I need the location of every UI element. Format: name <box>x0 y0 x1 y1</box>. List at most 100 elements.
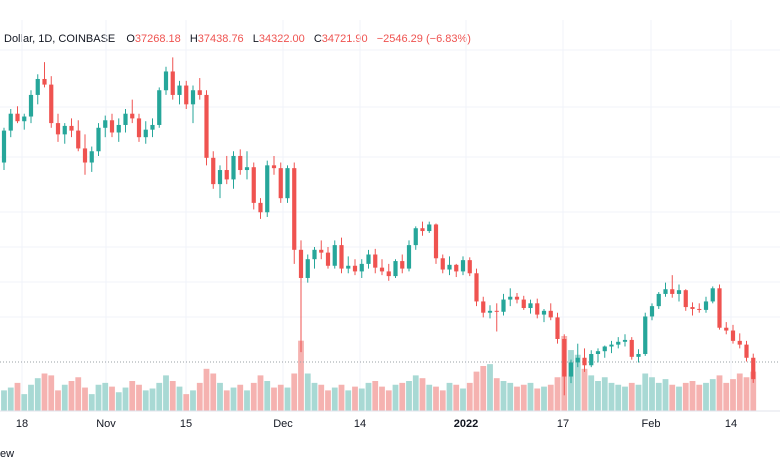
volume-bar <box>88 394 95 411</box>
candle-body <box>116 124 121 133</box>
candle-body <box>589 354 594 366</box>
candle-body <box>346 265 351 269</box>
volume-bar <box>534 388 541 411</box>
candle-body <box>150 124 155 130</box>
volume-bar <box>284 387 291 411</box>
candle-body <box>109 120 115 133</box>
candle-body <box>319 249 324 253</box>
candle-body <box>710 288 715 302</box>
candle-body <box>231 155 236 180</box>
volume-bar <box>318 384 325 411</box>
volume-bar <box>716 375 723 411</box>
candle-body <box>508 296 513 300</box>
volume-bar <box>298 340 304 411</box>
volume-bar <box>372 381 379 411</box>
volume-bar <box>446 382 453 411</box>
candle-body <box>204 94 209 158</box>
candle-body <box>258 202 263 213</box>
candle-body <box>49 84 54 124</box>
volume-bar <box>61 384 68 411</box>
candle-body <box>535 303 540 315</box>
volume-bar <box>345 390 352 411</box>
x-tick-label: 18 <box>16 418 28 430</box>
candle-body <box>703 301 709 310</box>
open-value: 37268.18 <box>134 33 181 45</box>
candle-body <box>285 168 290 199</box>
volume-bar <box>55 390 61 411</box>
candle-body <box>278 168 283 199</box>
volume-bar <box>304 373 311 411</box>
volume-bar <box>7 387 14 411</box>
candle-body <box>136 118 142 138</box>
volume-bar <box>102 382 109 411</box>
candle-body <box>413 228 418 246</box>
candle-body <box>400 261 405 269</box>
candle-body <box>339 245 344 269</box>
candle-body <box>751 357 756 380</box>
candle-body <box>251 167 256 203</box>
candle-body <box>379 267 385 272</box>
candle-body <box>197 90 202 95</box>
candle-body <box>265 165 270 213</box>
volume-bar <box>392 384 399 411</box>
x-tick-label: Feb <box>642 418 661 430</box>
candle-body <box>22 116 27 122</box>
volume-bar <box>41 373 48 411</box>
volume-bar <box>34 378 41 411</box>
volume-bar <box>412 375 419 411</box>
volume-bar <box>419 378 426 411</box>
volume-bar <box>338 384 345 411</box>
candle-body <box>683 290 688 308</box>
volume-bar <box>723 382 730 411</box>
candle-body <box>433 224 439 259</box>
volume-bar <box>507 382 514 411</box>
candle-body <box>663 289 668 294</box>
candle-body <box>359 263 364 272</box>
candle-body <box>541 310 547 315</box>
candle-body <box>629 339 634 357</box>
volume-bar <box>136 384 142 411</box>
volume-bar <box>82 387 88 411</box>
volume-bar <box>635 384 642 411</box>
volume-bar <box>352 386 358 411</box>
volume-bar <box>426 384 433 411</box>
candle-body <box>89 151 94 163</box>
close-label: C <box>313 33 322 45</box>
candle-body <box>157 90 162 125</box>
candle-body <box>744 344 749 358</box>
volume-bar <box>493 378 500 411</box>
candle-body <box>474 273 479 302</box>
volume-bar <box>750 371 757 411</box>
candle-body <box>312 249 317 260</box>
candle-body <box>521 299 526 309</box>
candle-body <box>325 252 331 266</box>
volume-bar <box>217 382 223 411</box>
candle-body <box>494 310 499 312</box>
symbol-label: Dollar, 1D, COINBASE <box>4 33 116 45</box>
candle-body <box>454 264 459 272</box>
volume-bar <box>689 381 696 411</box>
volume-bar <box>223 390 230 411</box>
candle-body <box>177 85 182 95</box>
grid-layer <box>0 20 780 411</box>
candle-body <box>271 165 277 169</box>
candle-body <box>28 94 34 117</box>
volume-bar <box>68 381 75 411</box>
candle-body <box>62 125 67 135</box>
candle-body <box>292 168 297 250</box>
candle-body <box>224 170 229 180</box>
volume-bar <box>574 354 581 411</box>
volume-bar <box>655 382 662 411</box>
candle-body <box>724 327 729 331</box>
candle-body <box>244 167 250 171</box>
candle-body <box>211 157 216 185</box>
candle-body <box>332 245 337 266</box>
volume-bar <box>250 382 257 411</box>
candle-body <box>8 113 13 131</box>
candle-body <box>568 362 574 377</box>
volume-bar <box>365 382 372 411</box>
volume-bar <box>547 384 554 411</box>
candle-body <box>130 113 135 119</box>
volume-bar <box>649 377 655 411</box>
